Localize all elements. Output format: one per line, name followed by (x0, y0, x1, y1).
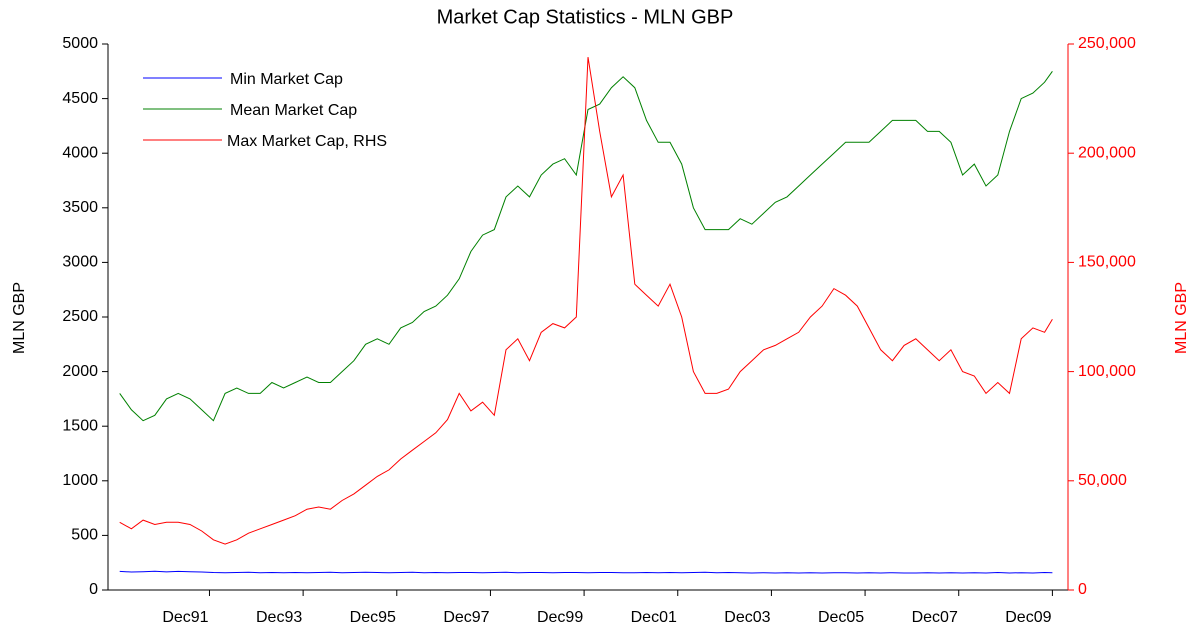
y-tick-label: 1500 (62, 417, 98, 434)
y2-tick-label: 250,000 (1078, 35, 1136, 52)
series-line (119, 71, 1053, 422)
series-line (119, 570, 1053, 574)
series-line (119, 57, 1053, 545)
x-tick-label: Dec95 (350, 609, 396, 626)
y2-tick-label: 200,000 (1078, 144, 1136, 161)
x-tick-label: Dec99 (537, 609, 583, 626)
y-tick-label: 0 (89, 581, 98, 598)
y-tick-label: 3000 (62, 254, 98, 271)
y2-tick-label: 100,000 (1078, 363, 1136, 380)
y-tick-label: 500 (71, 527, 98, 544)
y2-tick-label: 0 (1078, 581, 1087, 598)
y-tick-label: 1000 (62, 472, 98, 489)
legend-label: Mean Market Cap (230, 102, 357, 119)
chart-title: Market Cap Statistics - MLN GBP (437, 6, 734, 28)
y-tick-label: 3500 (62, 199, 98, 216)
x-tick-label: Dec97 (443, 609, 489, 626)
y2-axis-label: MLN GBP (1173, 282, 1190, 354)
y-tick-label: 5000 (62, 35, 98, 52)
y-tick-label: 4500 (62, 90, 98, 107)
y-tick-label: 2500 (62, 308, 98, 325)
y-tick-label: 4000 (62, 144, 98, 161)
x-tick-label: Dec01 (631, 609, 677, 626)
legend-label: Min Market Cap (230, 71, 343, 88)
y-axis-label: MLN GBP (11, 282, 28, 354)
legend-label: Max Market Cap, RHS (227, 133, 387, 150)
x-tick-label: Dec91 (162, 609, 208, 626)
x-tick-label: Dec07 (912, 609, 958, 626)
y2-tick-label: 50,000 (1078, 472, 1127, 489)
x-tick-label: Dec09 (1005, 609, 1051, 626)
y2-tick-label: 150,000 (1078, 254, 1136, 271)
y-tick-label: 2000 (62, 363, 98, 380)
x-tick-label: Dec93 (256, 609, 302, 626)
x-tick-label: Dec05 (818, 609, 864, 626)
x-tick-label: Dec03 (724, 609, 770, 626)
